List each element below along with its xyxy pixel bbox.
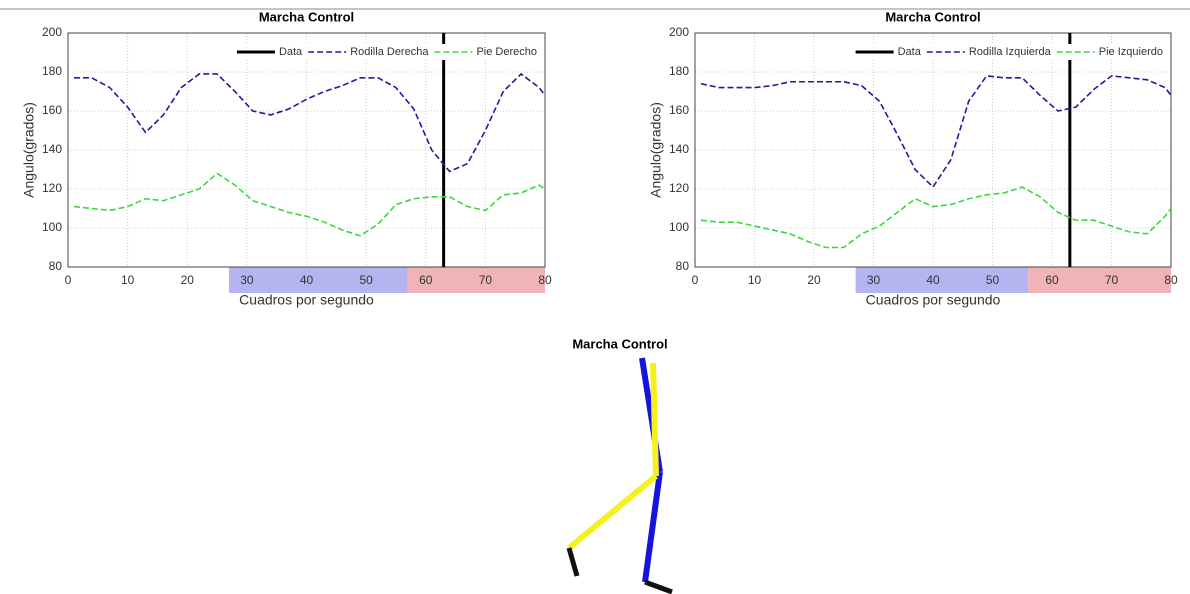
y-tick-label: 160 [42, 103, 62, 117]
y-tick-label: 80 [676, 259, 690, 273]
series-line [73, 72, 546, 173]
x-tick-label: 10 [121, 273, 135, 287]
legend: Data Rodilla Izquierda Pie Izquierdo [851, 44, 1169, 60]
x-tick-label: 70 [1105, 273, 1119, 287]
x-tick-label: 30 [867, 273, 881, 287]
x-tick-label: 50 [359, 273, 373, 287]
y-tick-label: 140 [42, 142, 62, 156]
legend-label: Data [898, 46, 922, 58]
x-tick-label: 30 [240, 273, 254, 287]
x-tick-label: 70 [479, 273, 493, 287]
y-axis-label: Angulo(grados) [648, 102, 664, 198]
y-tick-label: 120 [669, 181, 689, 195]
legend-label: Pie Izquierdo [1099, 46, 1163, 58]
y-tick-label: 140 [669, 142, 689, 156]
x-tick-label: 60 [419, 273, 433, 287]
x-tick-label: 10 [748, 273, 762, 287]
y-tick-label: 80 [49, 259, 63, 273]
right-shin [567, 473, 658, 551]
x-axis-label: Cuadros por segundo [239, 292, 374, 308]
chart-title: Marcha Control [259, 9, 354, 24]
y-tick-label: 100 [669, 220, 689, 234]
x-tick-label: 40 [926, 273, 940, 287]
x-tick-label: 20 [181, 273, 195, 287]
right-foot [566, 547, 580, 577]
axes-box [694, 32, 1172, 268]
chart-title: Marcha Control [885, 9, 980, 24]
right-thigh [650, 362, 659, 477]
series-line [700, 75, 1172, 189]
y-tick-label: 200 [42, 25, 62, 39]
stick-figure [566, 357, 673, 594]
x-tick-label: 0 [692, 273, 699, 287]
y-tick-label: 180 [42, 64, 62, 78]
legend: Data Rodilla Derecha Pie Derecho [232, 44, 543, 60]
y-tick-label: 120 [42, 181, 62, 195]
series-line [700, 186, 1172, 249]
axes-box [67, 32, 546, 268]
highlight-region [855, 267, 1029, 293]
y-axis-label: Angulo(grados) [21, 102, 37, 198]
left-shin [642, 471, 663, 583]
chart: 80 100 120 140 160 180 200 0 10 20 30 40 50 60 70 80 Mar… [21, 9, 552, 307]
y-tick-label: 160 [669, 103, 689, 117]
left-foot [644, 579, 673, 594]
legend-label: Pie Derecho [476, 46, 537, 58]
y-tick-label: 200 [669, 25, 689, 39]
legend-bg [232, 44, 543, 60]
series-line [73, 172, 546, 237]
legend-label: Rodilla Izquierda [969, 46, 1052, 58]
x-tick-label: 40 [300, 273, 314, 287]
highlight-region [228, 267, 408, 293]
x-tick-label: 80 [1164, 273, 1178, 287]
legend-label: Data [279, 46, 303, 58]
chart: 80 100 120 140 160 180 200 0 10 20 30 40 50 60 70 80 Mar… [648, 9, 1178, 307]
legend-bg [851, 44, 1169, 60]
highlight-region [407, 267, 545, 293]
x-tick-label: 60 [1045, 273, 1059, 287]
x-tick-label: 20 [807, 273, 821, 287]
x-tick-label: 50 [986, 273, 1000, 287]
x-tick-label: 80 [538, 273, 552, 287]
figure-title: Marcha Control [572, 336, 667, 351]
y-tick-label: 180 [669, 64, 689, 78]
y-tick-label: 100 [42, 220, 62, 234]
legend-label: Rodilla Derecha [350, 46, 429, 58]
x-axis-label: Cuadros por segundo [866, 292, 1001, 308]
x-tick-label: 0 [65, 273, 72, 287]
highlight-region [1028, 267, 1171, 293]
